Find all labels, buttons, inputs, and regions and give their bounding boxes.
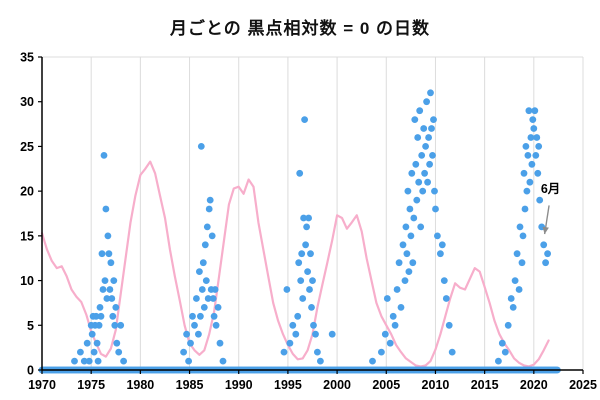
scatter-points [71, 89, 551, 365]
gridlines [42, 56, 584, 370]
annotation-arrowhead [542, 226, 549, 235]
y-tick-label: 15 [20, 229, 34, 243]
smoothed-sunspot-line [40, 160, 550, 368]
x-tick-label: 2015 [471, 378, 499, 392]
y-tick-label: 20 [20, 185, 34, 199]
x-tick-label: 2000 [323, 378, 351, 392]
y-tick-label: 10 [20, 274, 34, 288]
chart-title: 月ごとの 黒点相対数 = 0 の日数 [169, 19, 431, 38]
x-tick-label: 2005 [372, 378, 400, 392]
y-tick-label: 35 [20, 51, 34, 65]
y-tick-label: 25 [20, 140, 34, 154]
x-tick-label: 1980 [126, 378, 154, 392]
chart-canvas: 1970 1975 1980 1985 1990 1995 2000 2005 2010 2015… [20, 51, 597, 393]
x-tick-label: 2025 [569, 378, 597, 392]
x-tick-label: 2010 [422, 378, 450, 392]
x-tick-label: 1995 [274, 378, 302, 392]
x-tick-label: 1990 [225, 378, 253, 392]
x-tick-label: 1985 [176, 378, 204, 392]
y-tick-label: 0 [27, 364, 34, 378]
x-tick-label: 1970 [28, 378, 56, 392]
x-tick-label: 1975 [77, 378, 105, 392]
y-tick-label: 30 [20, 95, 34, 109]
y-tick-label: 5 [27, 319, 34, 333]
annotation-label: 6月 [541, 182, 560, 196]
annotation-june: 6月 [541, 182, 560, 235]
x-tick-label: 2020 [520, 378, 548, 392]
axis-labels: 1970 1975 1980 1985 1990 1995 2000 2005 2010 2015… [20, 51, 597, 393]
